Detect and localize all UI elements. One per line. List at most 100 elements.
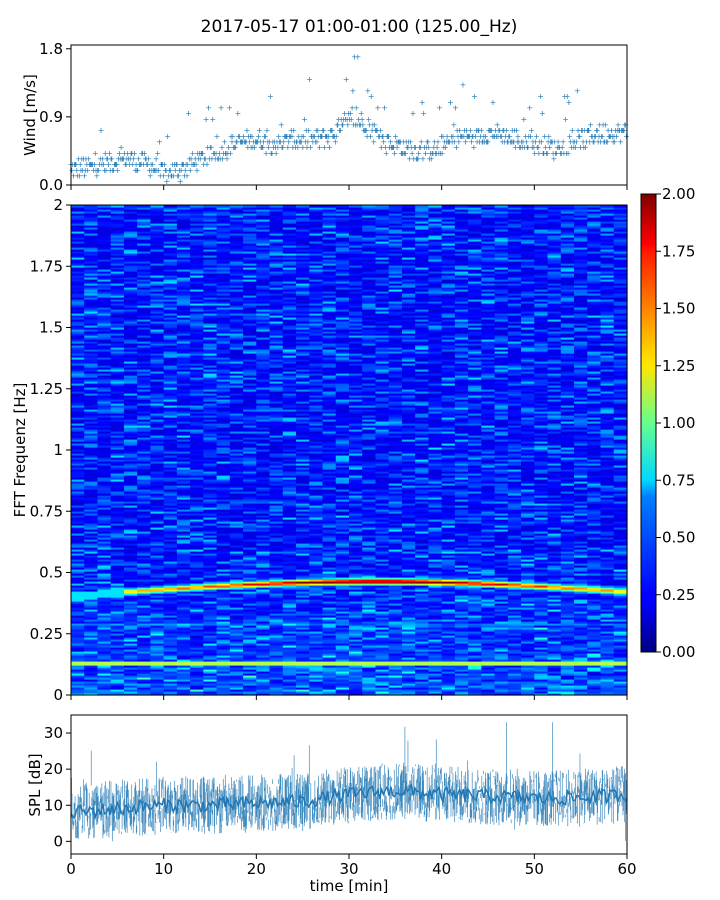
spectrogram-cell: [97, 561, 112, 564]
spectrogram-cell: [123, 643, 138, 646]
wind-point: +: [609, 132, 616, 141]
wind-point: +: [186, 155, 193, 164]
spectrogram-cell: [123, 517, 138, 520]
spectrogram-cell: [137, 587, 152, 590]
spectrogram-cell: [84, 471, 99, 474]
spectrogram-cell: [137, 231, 152, 234]
spectrogram-cell: [110, 657, 125, 660]
spectrogram-cell: [123, 211, 138, 214]
spectrogram-cell: [71, 361, 85, 364]
wind-point: +: [322, 132, 329, 141]
spectrogram-cell: [137, 511, 152, 514]
wind-point: +: [194, 149, 201, 158]
wind-point: +: [74, 172, 81, 181]
spectrogram-cell: [97, 379, 112, 382]
spectrogram-cell: [97, 247, 112, 250]
spectrogram-cell: [84, 477, 99, 480]
spectrogram-cell: [97, 637, 112, 640]
wind-point: +: [360, 120, 367, 129]
spectrogram-cell: [123, 531, 138, 534]
wind-point: +: [268, 149, 275, 158]
spectrogram-cell: [97, 399, 112, 402]
wind-point: +: [418, 137, 425, 146]
spectrogram-cell: [71, 287, 85, 290]
spectrogram-cell: [97, 509, 112, 512]
wind-point: +: [439, 149, 446, 158]
spectrogram-cell: [110, 635, 125, 638]
wind-point: +: [85, 155, 92, 164]
spectrogram-cell: [71, 541, 85, 544]
spectrogram-cell: [97, 663, 112, 666]
wind-point: +: [197, 155, 204, 164]
spectrogram-cell: [84, 573, 99, 576]
spectrogram-cell: [71, 557, 85, 560]
spectrogram-cell: [97, 533, 112, 536]
spectrogram-cell: [137, 675, 152, 678]
wind-point: +: [405, 137, 412, 146]
wind-point: +: [148, 160, 155, 169]
spectrogram-cell: [97, 235, 112, 238]
spectrogram-cell: [84, 333, 99, 336]
wind-point: +: [393, 137, 400, 146]
wind-point: +: [553, 149, 560, 158]
spectrogram-cell: [71, 501, 85, 504]
spectrogram-cell: [110, 463, 125, 466]
spectrogram-cell: [137, 255, 152, 258]
spectrogram-cell: [137, 565, 152, 568]
spectrogram-cell: [110, 377, 125, 380]
wind-point: +: [139, 149, 146, 158]
wind-point: +: [524, 143, 531, 152]
wind-point: +: [125, 155, 132, 164]
wind-point: +: [201, 155, 208, 164]
spectrogram-cell: [110, 423, 125, 426]
spectrogram-cell: [137, 643, 152, 646]
wind-point: +: [111, 160, 118, 169]
spectrogram-cell: [110, 285, 125, 288]
wind-point: +: [112, 160, 119, 169]
wind-point: +: [203, 115, 210, 124]
wind-point: +: [72, 160, 79, 169]
spectrogram-cell: [150, 577, 165, 580]
wind-point: +: [536, 137, 543, 146]
wind-point: +: [406, 155, 413, 164]
spectrogram-cell: [71, 359, 85, 362]
spectrogram-cell: [123, 681, 138, 684]
spectrogram-cell: [110, 691, 125, 694]
spectrogram-cell: [97, 675, 112, 678]
spectrogram-cell: [123, 591, 138, 594]
wind-point: +: [533, 132, 540, 141]
wind-point: +: [124, 149, 131, 158]
spectrogram-cell: [123, 255, 138, 258]
spectrogram-cell: [123, 665, 138, 668]
spectrogram-cell: [84, 691, 99, 694]
wind-point: +: [120, 155, 127, 164]
spectrogram-cell: [97, 459, 112, 462]
wind-point: +: [365, 86, 372, 95]
spectrogram-cell: [84, 483, 99, 486]
spectrogram-cell: [71, 497, 85, 500]
wind-point: +: [371, 120, 378, 129]
spectrogram-cell: [123, 239, 138, 242]
spectrogram-cell: [84, 253, 99, 256]
spectrogram-cell: [97, 583, 112, 586]
spectrogram-cell: [137, 271, 152, 274]
spectrogram-cell: [71, 291, 85, 294]
wind-point: +: [388, 143, 395, 152]
spectrogram-cell: [110, 609, 125, 612]
spectrogram-cell: [71, 373, 85, 376]
wind-point: +: [560, 137, 567, 146]
spectrogram-cell: [97, 527, 112, 530]
wind-point: +: [534, 143, 541, 152]
wind-point: +: [522, 132, 529, 141]
spectrogram-cell: [123, 313, 138, 316]
spectrogram-cell: [137, 235, 152, 238]
spectrogram-cell: [137, 313, 152, 316]
spectrogram-cell: [84, 385, 99, 388]
spectrogram-cell: [137, 413, 152, 416]
spectrogram-cell: [123, 227, 138, 230]
spectrogram-cell: [110, 629, 125, 632]
spectrogram-cell: [97, 545, 112, 548]
spectrogram-cell: [123, 355, 138, 358]
spectrogram-cell: [137, 609, 152, 612]
